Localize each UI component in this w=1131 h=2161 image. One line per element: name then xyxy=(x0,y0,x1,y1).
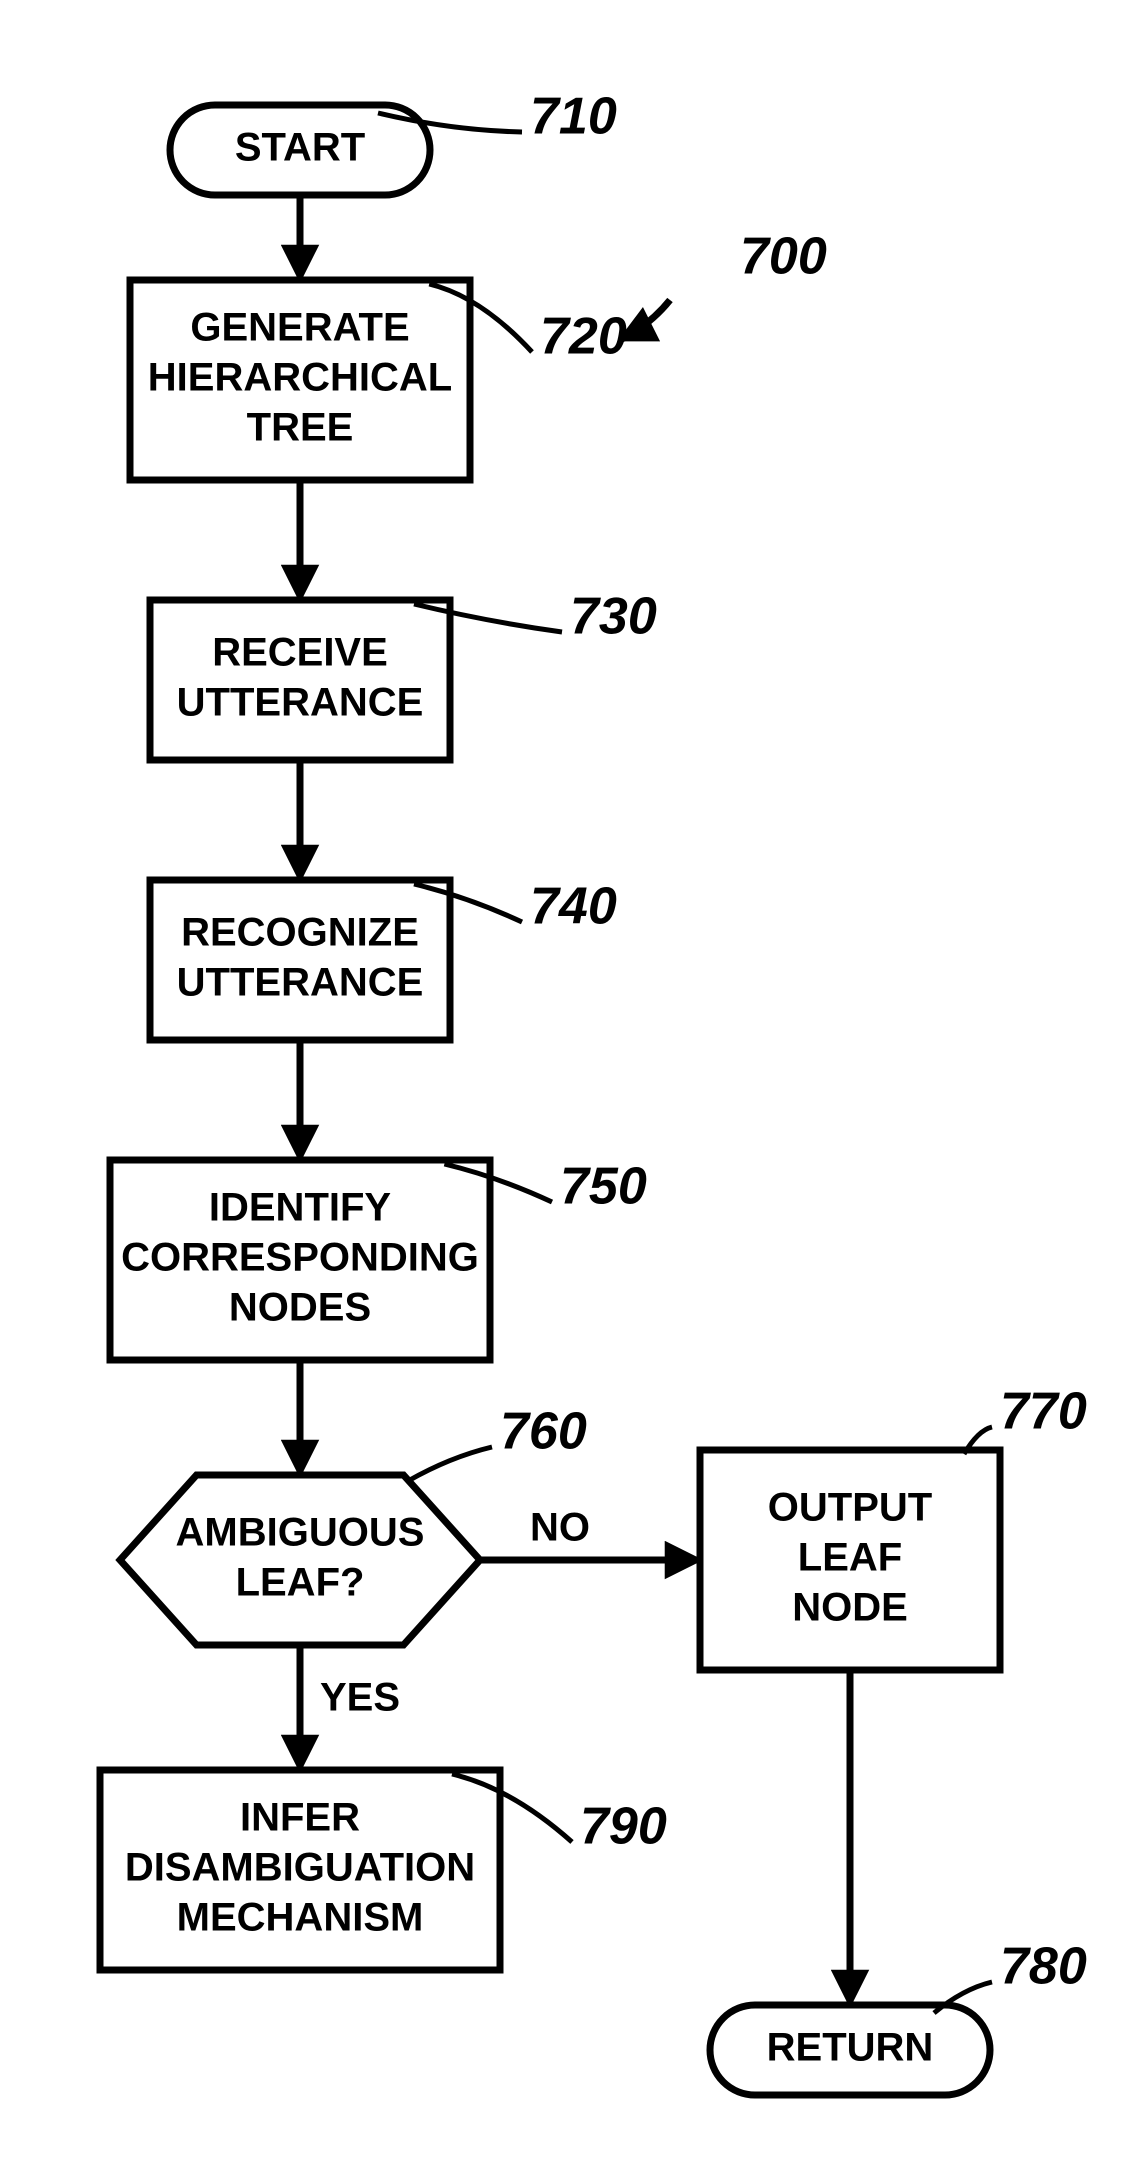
ref-label: 790 xyxy=(580,1798,667,1856)
ref-label: 780 xyxy=(1000,1938,1087,1996)
ref-label: 770 xyxy=(1000,1383,1087,1441)
node-label: DISAMBIGUATION xyxy=(125,1846,475,1890)
node-label: HIERARCHICAL xyxy=(148,356,452,400)
flow-node-output: OUTPUT LEAF NODE xyxy=(700,1450,1000,1670)
ref-label: 730 xyxy=(570,588,657,646)
ref-label: 760 xyxy=(500,1403,587,1461)
flow-node-recog: RECOGNIZE UTTERANCE xyxy=(150,880,450,1040)
flow-node-return: RETURN xyxy=(710,2005,990,2095)
node-label: INFER xyxy=(240,1796,360,1840)
node-label: RECEIVE xyxy=(212,631,388,675)
node-label: RECOGNIZE xyxy=(181,911,419,955)
flow-node-ident: IDENTIFY CORRESPONDING NODES xyxy=(110,1160,490,1360)
ref-label: 740 xyxy=(530,878,617,936)
ref-label: 720 xyxy=(540,308,627,366)
node-label: NODES xyxy=(229,1286,371,1330)
svg-text:NO: NO xyxy=(530,1506,590,1550)
node-label: LEAF xyxy=(798,1536,902,1580)
node-label: START xyxy=(235,126,365,170)
node-label: OUTPUT xyxy=(768,1486,932,1530)
node-label: GENERATE xyxy=(190,306,409,350)
ref-label: 700 xyxy=(740,228,827,286)
flow-node-decision: AMBIGUOUS LEAF? xyxy=(120,1475,480,1645)
flow-node-infer: INFER DISAMBIGUATION MECHANISM xyxy=(100,1770,500,1970)
node-label: UTTERANCE xyxy=(177,681,424,725)
flow-node-recv: RECEIVE UTTERANCE xyxy=(150,600,450,760)
node-label: CORRESPONDING xyxy=(121,1236,479,1280)
svg-text:YES: YES xyxy=(320,1676,400,1720)
node-label: UTTERANCE xyxy=(177,961,424,1005)
ref-label: 750 xyxy=(560,1158,647,1216)
node-label: AMBIGUOUS xyxy=(176,1511,425,1555)
node-label: NODE xyxy=(792,1586,908,1630)
node-label: IDENTIFY xyxy=(209,1186,392,1230)
node-label: TREE xyxy=(247,406,354,450)
ref-leader xyxy=(408,1447,492,1481)
node-label: LEAF? xyxy=(236,1561,365,1605)
node-label: RETURN xyxy=(767,2026,934,2070)
flow-node-gen: GENERATE HIERARCHICAL TREE xyxy=(130,280,470,480)
node-label: MECHANISM xyxy=(177,1896,424,1940)
ref-leader xyxy=(620,300,670,340)
ref-label: 710 xyxy=(530,88,617,146)
